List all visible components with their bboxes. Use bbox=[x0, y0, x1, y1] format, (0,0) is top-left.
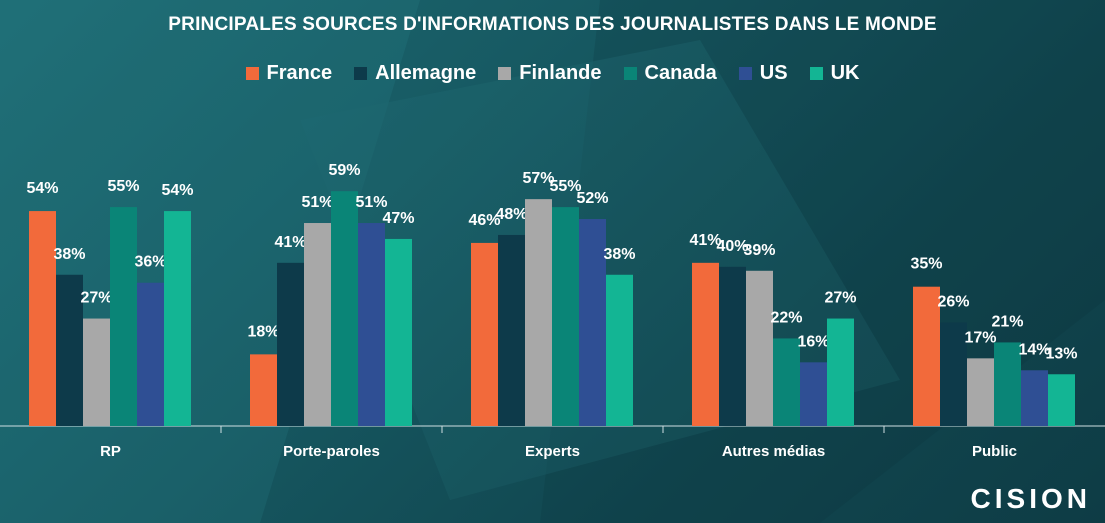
data-label: 36% bbox=[134, 254, 166, 271]
category-label: Porte-paroles bbox=[283, 443, 380, 460]
bar-finlande-1 bbox=[304, 223, 331, 426]
bar-us-1 bbox=[358, 223, 385, 426]
category-label: RP bbox=[100, 443, 121, 460]
bar-france-2 bbox=[471, 242, 498, 426]
bar-allemagne-4 bbox=[940, 322, 967, 426]
bar-allemagne-0 bbox=[56, 274, 83, 426]
bar-france-4 bbox=[913, 286, 940, 426]
bar-france-0 bbox=[29, 211, 56, 426]
data-label: 55% bbox=[107, 178, 139, 195]
bar-us-0 bbox=[137, 282, 164, 426]
data-label: 14% bbox=[1018, 341, 1050, 358]
data-label: 27% bbox=[824, 290, 856, 307]
bar-uk-2 bbox=[606, 274, 633, 426]
bar-canada-0 bbox=[110, 207, 137, 426]
bar-finlande-2 bbox=[525, 199, 552, 426]
bar-canada-2 bbox=[552, 207, 579, 426]
data-label: 17% bbox=[964, 329, 996, 346]
legend-item: Allemagne bbox=[354, 62, 476, 85]
data-label: 55% bbox=[549, 178, 581, 195]
data-label: 54% bbox=[26, 180, 58, 197]
data-label: 47% bbox=[382, 210, 414, 227]
legend-swatch bbox=[245, 67, 259, 80]
bar-uk-3 bbox=[827, 318, 854, 426]
bar-canada-3 bbox=[773, 338, 800, 426]
cision-logo: CISION bbox=[970, 483, 1091, 514]
bar-uk-0 bbox=[164, 211, 191, 426]
legend-swatch bbox=[738, 67, 752, 80]
data-label: 16% bbox=[797, 333, 829, 350]
legend-swatch bbox=[623, 67, 637, 80]
data-label: 18% bbox=[247, 323, 279, 340]
legend-swatch bbox=[809, 67, 823, 80]
legend-label: Finlande bbox=[519, 62, 602, 84]
data-label: 54% bbox=[161, 182, 193, 199]
category-label: Autres médias bbox=[722, 443, 825, 460]
bar-allemagne-2 bbox=[498, 234, 525, 426]
data-label: 51% bbox=[355, 194, 387, 211]
bar-finlande-3 bbox=[746, 270, 773, 426]
bar-uk-4 bbox=[1048, 374, 1075, 426]
category-label: Public bbox=[972, 443, 1017, 460]
bar-us-4 bbox=[1021, 370, 1048, 426]
bar-finlande-4 bbox=[967, 358, 994, 426]
data-label: 38% bbox=[603, 246, 635, 263]
legend-label: Allemagne bbox=[375, 62, 477, 84]
legend-swatch bbox=[354, 67, 368, 80]
bar-uk-1 bbox=[385, 238, 412, 426]
data-label: 51% bbox=[301, 194, 333, 211]
data-label: 35% bbox=[910, 256, 942, 273]
data-label: 59% bbox=[328, 162, 360, 179]
data-label: 57% bbox=[522, 170, 554, 187]
data-label: 27% bbox=[80, 290, 112, 307]
legend-item: UK bbox=[809, 62, 860, 85]
chart-legend: France Allemagne Finlande Canada US UK bbox=[0, 62, 1105, 85]
data-label: 13% bbox=[1045, 345, 1077, 362]
bar-canada-4 bbox=[994, 342, 1021, 426]
data-label: 40% bbox=[716, 238, 748, 255]
data-label: 41% bbox=[274, 234, 306, 251]
bar-france-3 bbox=[692, 262, 719, 426]
legend-item: US bbox=[738, 62, 788, 85]
data-label: 46% bbox=[468, 212, 500, 229]
bar-france-1 bbox=[250, 354, 277, 426]
legend-label: France bbox=[266, 62, 333, 84]
legend-item: France bbox=[245, 62, 333, 85]
bar-finlande-0 bbox=[83, 318, 110, 426]
legend-item: Finlande bbox=[498, 62, 602, 85]
bar-canada-1 bbox=[331, 191, 358, 426]
legend-label: US bbox=[759, 62, 788, 84]
bar-us-3 bbox=[800, 362, 827, 426]
legend-label: Canada bbox=[644, 62, 717, 84]
data-label: 26% bbox=[937, 294, 969, 311]
bar-allemagne-1 bbox=[277, 262, 304, 426]
data-label: 22% bbox=[770, 309, 802, 326]
data-label: 38% bbox=[53, 246, 85, 263]
legend-swatch bbox=[498, 67, 512, 80]
bar-us-2 bbox=[579, 219, 606, 426]
data-label: 52% bbox=[576, 190, 608, 207]
bar-allemagne-3 bbox=[719, 266, 746, 426]
legend-item: Canada bbox=[623, 62, 717, 85]
data-label: 39% bbox=[743, 242, 775, 259]
data-label: 21% bbox=[991, 313, 1023, 330]
legend-label: UK bbox=[830, 62, 860, 84]
category-label: Experts bbox=[525, 443, 580, 460]
data-label: 41% bbox=[689, 232, 721, 249]
data-label: 48% bbox=[495, 206, 527, 223]
chart-title: PRINCIPALES SOURCES D'INFORMATIONS DES J… bbox=[168, 14, 937, 35]
